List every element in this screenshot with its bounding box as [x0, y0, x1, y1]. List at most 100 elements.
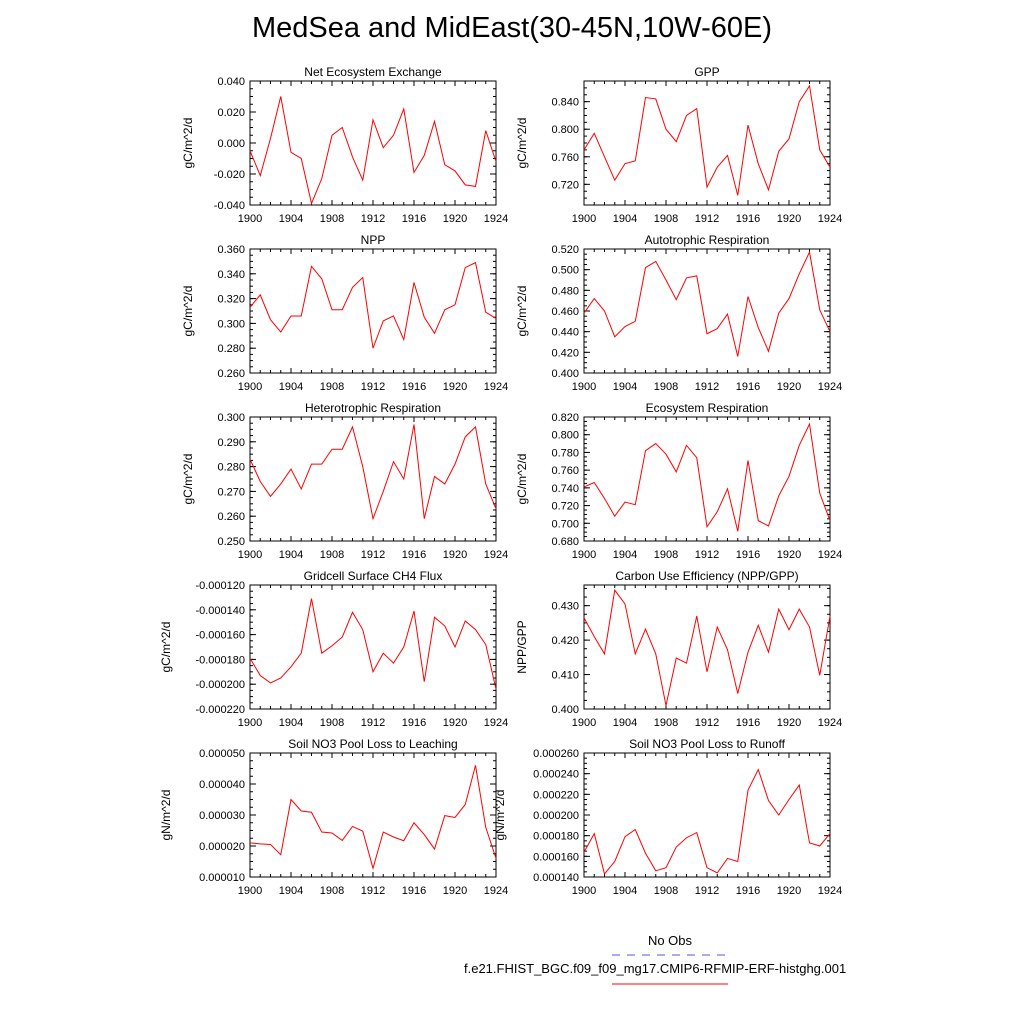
y-tick-label: 0.000140 — [533, 872, 579, 884]
x-tick-label: 1916 — [736, 213, 760, 225]
y-axis-label: NPP/GPP — [515, 620, 529, 673]
panel-title: Gridcell Surface CH4 Flux — [304, 569, 443, 583]
x-tick-label: 1908 — [320, 717, 344, 729]
y-tick-label: 0.020 — [217, 107, 245, 119]
x-tick-label: 1904 — [613, 885, 637, 897]
y-tick-label: 0.260 — [217, 511, 245, 523]
panel-4: Autotrophic Respiration 1900 1904 1908 1912 1… — [515, 233, 842, 393]
y-tick-label: -0.000140 — [195, 605, 245, 617]
x-tick-label: 1916 — [736, 885, 760, 897]
x-tick-label: 1908 — [320, 381, 344, 393]
y-axis-label: gC/m^2/d — [159, 622, 173, 673]
x-tick-label: 1904 — [279, 549, 303, 561]
y-tick-label: -0.000200 — [195, 679, 245, 691]
x-tick-label: 1912 — [361, 381, 385, 393]
y-tick-label: 0.280 — [217, 343, 245, 355]
x-tick-label: 1920 — [777, 717, 801, 729]
x-tick-label: 1912 — [695, 717, 719, 729]
x-tick-label: 1912 — [361, 885, 385, 897]
y-tick-label: -0.040 — [214, 200, 245, 212]
y-tick-label: 0.680 — [551, 536, 579, 548]
y-tick-label: 0.420 — [551, 347, 579, 359]
y-tick-label: -0.000180 — [195, 654, 245, 666]
y-tick-label: -0.020 — [214, 169, 245, 181]
y-tick-label: 0.000240 — [533, 769, 579, 781]
y-tick-label: 0.360 — [217, 244, 245, 256]
y-tick-label: 0.700 — [551, 518, 579, 530]
x-tick-label: 1912 — [361, 717, 385, 729]
x-tick-label: 1924 — [818, 213, 842, 225]
plot-frame — [249, 416, 497, 542]
y-axis-label: gC/m^2/d — [515, 118, 529, 169]
x-tick-label: 1908 — [654, 381, 678, 393]
x-tick-label: 1912 — [695, 885, 719, 897]
x-tick-label: 1916 — [402, 885, 426, 897]
y-tick-label: 0.000220 — [533, 789, 579, 801]
x-tick-label: 1908 — [654, 717, 678, 729]
plot-frame — [249, 248, 497, 374]
y-axis-label: gC/m^2/d — [515, 454, 529, 505]
panel-8: Carbon Use Efficiency (NPP/GPP) 1900 1904 1… — [515, 569, 842, 729]
panel-6: Ecosystem Respiration 1900 1904 1908 1912 191… — [515, 401, 842, 561]
panel-title: Heterotrophic Respiration — [305, 401, 441, 415]
plot-frame — [583, 752, 831, 878]
x-tick-label: 1916 — [402, 549, 426, 561]
y-tick-label: 0.040 — [217, 76, 245, 88]
y-tick-label: -0.000120 — [195, 580, 245, 592]
y-tick-label: 0.780 — [551, 447, 579, 459]
x-tick-label: 1912 — [695, 381, 719, 393]
panel-1: Net Ecosystem Exchange 1900 1904 1908 1912 19… — [181, 65, 508, 225]
series-line — [249, 424, 497, 521]
y-tick-label: 0.720 — [551, 179, 579, 191]
x-tick-label: 1908 — [654, 885, 678, 897]
x-tick-label: 1904 — [613, 549, 637, 561]
y-tick-label: 0.720 — [551, 501, 579, 513]
y-tick-label: 0.000040 — [199, 779, 245, 791]
x-tick-label: 1904 — [613, 213, 637, 225]
x-tick-label: 1920 — [777, 885, 801, 897]
x-tick-label: 1924 — [484, 885, 508, 897]
y-tick-label: 0.460 — [551, 306, 579, 318]
panel-10: Soil NO3 Pool Loss to Runoff 1900 1904 1908… — [493, 737, 842, 897]
y-tick-label: 0.400 — [551, 704, 579, 716]
y-tick-label: 0.000180 — [533, 831, 579, 843]
y-tick-label: 0.000260 — [533, 748, 579, 760]
y-tick-label: 0.260 — [217, 368, 245, 380]
y-axis-label: gC/m^2/d — [181, 286, 195, 337]
series-line — [249, 765, 497, 871]
x-tick-label: 1912 — [361, 549, 385, 561]
y-tick-label: 0.000 — [217, 138, 245, 150]
x-tick-label: 1920 — [443, 549, 467, 561]
x-tick-label: 1924 — [484, 381, 508, 393]
y-tick-label: 0.840 — [551, 97, 579, 109]
x-tick-label: 1912 — [695, 213, 719, 225]
x-tick-label: 1900 — [572, 717, 596, 729]
x-tick-label: 1908 — [654, 549, 678, 561]
x-tick-label: 1916 — [736, 381, 760, 393]
x-tick-label: 1924 — [818, 381, 842, 393]
plot-frame — [249, 80, 497, 206]
series-line — [249, 598, 497, 690]
series-line — [583, 588, 831, 706]
y-tick-label: 0.500 — [551, 265, 579, 277]
y-tick-label: 0.480 — [551, 285, 579, 297]
y-axis-label: gN/m^2/d — [493, 790, 507, 841]
y-tick-label: 0.000010 — [199, 872, 245, 884]
y-tick-label: 0.440 — [551, 327, 579, 339]
x-tick-label: 1916 — [402, 381, 426, 393]
x-tick-label: 1920 — [777, 213, 801, 225]
y-tick-label: 0.740 — [551, 483, 579, 495]
x-tick-label: 1900 — [572, 381, 596, 393]
x-tick-label: 1924 — [484, 213, 508, 225]
y-tick-label: 0.820 — [551, 412, 579, 424]
x-tick-label: 1912 — [361, 213, 385, 225]
x-tick-label: 1900 — [238, 885, 262, 897]
x-tick-label: 1924 — [818, 717, 842, 729]
x-tick-label: 1900 — [572, 885, 596, 897]
series-line — [249, 96, 497, 206]
y-tick-label: 0.760 — [551, 152, 579, 164]
x-tick-label: 1900 — [238, 381, 262, 393]
x-tick-label: 1900 — [572, 213, 596, 225]
y-tick-label: 0.000160 — [533, 851, 579, 863]
